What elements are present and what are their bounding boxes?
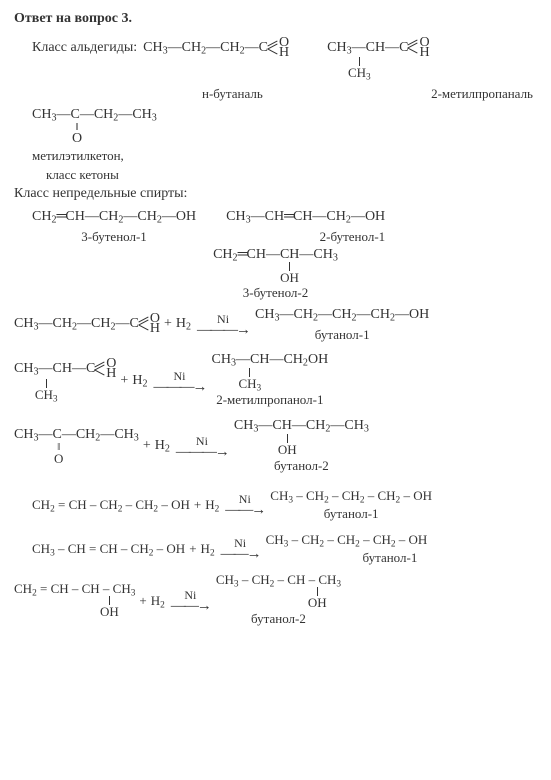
class-unsat-label: Класс непредельные спирты:: [14, 185, 537, 204]
ketone-O: O: [72, 132, 82, 147]
plus-icon: +: [194, 496, 201, 514]
r5-h2: H2: [201, 540, 215, 558]
ketone-name-2: класс кетоны: [46, 166, 537, 184]
butanal-name: н-бутаналь: [202, 85, 263, 103]
r2-left: CH3—CH—C: [14, 362, 95, 377]
r6-OH-left: OH: [100, 605, 119, 619]
r4-name: бутанол-1: [324, 505, 379, 523]
r5-right: CH3 – CH2 – CH2 – CH2 – OH: [266, 531, 428, 549]
mp-ch3: CH3: [348, 66, 371, 80]
reaction-6: CH2 = CH – CH – CH3 OH + H2 Ni——→ CH3 – …: [14, 573, 537, 628]
plus-icon: +: [164, 315, 172, 334]
arrow-icon: Ni——→: [171, 587, 210, 614]
r6-right: CH3 – CH2 – CH – CH3: [216, 573, 341, 587]
r1-right: CH3—CH2—CH2—CH2—OH: [255, 306, 429, 325]
arrow-icon: Ni———→: [154, 368, 206, 395]
arrow-icon: Ni———→: [176, 433, 228, 460]
methylpropanal-name: 2-метилпропаналь: [431, 85, 533, 103]
unsat-row2: CH2═CH—CH—CH3 OH 3-бутенол-2: [14, 248, 537, 300]
r1-left: CH3—CH2—CH2—C: [14, 315, 139, 334]
r1-H: H: [150, 320, 160, 339]
r2-name: 2-метилпропанол-1: [216, 391, 323, 409]
ketone-name-1: метилэтилкетон,: [32, 147, 537, 165]
r3-left: CH3—C—CH2—CH3: [14, 428, 139, 443]
r5-left: CH3 – CH = CH – CH2 – OH: [32, 540, 185, 558]
aldehyde-names: н-бутаналь 2-метилпропаналь: [14, 84, 537, 103]
mp-chain: CH3—CH—C: [327, 41, 408, 56]
r4-h2: H2: [205, 496, 219, 514]
butenol32-name: 3-бутенол-2: [243, 286, 309, 300]
r1-name: бутанол-1: [315, 326, 370, 344]
plus-icon: +: [120, 372, 128, 391]
butanal-H: H: [279, 44, 289, 63]
unsat-row1: CH2═CH—CH2—CH2—OH 3-бутенол-1 CH3—CH═CH—…: [32, 208, 537, 245]
butenol32-oh: OH: [280, 271, 299, 285]
r3-h2: H2: [155, 437, 170, 456]
r3-OH: OH: [278, 443, 297, 457]
r4-right: CH3 – CH2 – CH2 – CH2 – OH: [270, 487, 432, 505]
arrow-icon: Ni——→: [221, 535, 260, 562]
ketone-formula: CH3—C—CH2—CH3: [32, 108, 157, 123]
r2-H: H: [106, 367, 116, 382]
r2-ch3: CH3: [35, 388, 58, 402]
arrow-icon: Ni——→: [225, 491, 264, 518]
reaction-1: CH3—CH2—CH2—C O H + H2 Ni———→ CH3—CH2—CH…: [14, 306, 537, 343]
plus-icon: +: [139, 592, 146, 610]
r2-right: CH3—CH—CH2OH: [212, 353, 329, 368]
r6-OH-right: OH: [308, 596, 327, 610]
reaction-3: CH3—C—CH2—CH3 ‖ O + H2 Ni———→ CH3—CH—CH2…: [14, 419, 537, 475]
plus-icon: +: [189, 540, 196, 558]
r6-h2: H2: [151, 592, 165, 610]
r2-h2: H2: [132, 372, 147, 391]
r6-left: CH2 = CH – CH – CH3: [14, 582, 135, 596]
arrow-icon: Ni———→: [197, 311, 249, 338]
r3-right: CH3—CH—CH2—CH3: [234, 419, 369, 434]
plus-icon: +: [143, 437, 151, 456]
reaction-5: CH3 – CH = CH – CH2 – OH + H2 Ni——→ CH3 …: [14, 531, 537, 567]
aldehydes-row: Класс альдегиды: CH3—CH2—CH2—C O H CH3—C…: [14, 39, 537, 80]
mp-H: H: [419, 46, 429, 61]
r4-left: CH2 = CH – CH2 – CH2 – OH: [32, 496, 190, 514]
butanal-formula: CH3—CH2—CH2—C O H: [143, 39, 289, 59]
r3-O: O: [54, 452, 63, 466]
class-aldehydes-label: Класс альдегиды:: [32, 39, 137, 58]
butenol31-name: 3-бутенол-1: [81, 228, 147, 246]
reaction-2: CH3—CH—C O H CH3 + H2 Ni———→ CH3—CH—CH2O…: [14, 353, 537, 409]
butenol32-formula: CH2═CH—CH—CH3: [213, 248, 338, 263]
butenol21-formula: CH3—CH═CH—CH2—OH: [226, 208, 385, 227]
r2-right-ch3: CH3: [238, 377, 261, 391]
reaction-4: CH2 = CH – CH2 – CH2 – OH + H2 Ni——→ CH3…: [14, 487, 537, 523]
r5-name: бутанол-1: [362, 549, 417, 567]
butenol21-name: 2-бутенол-1: [320, 228, 386, 246]
ketone-block: CH3—C—CH2—CH3 ‖ O метилэтилкетон, класс …: [32, 108, 537, 183]
answer-title: Ответ на вопрос 3.: [14, 10, 537, 29]
butanal-chain: CH3—CH2—CH2—C: [143, 39, 268, 58]
butenol31-formula: CH2═CH—CH2—CH2—OH: [32, 208, 196, 227]
r6-name: бутанол-2: [251, 610, 306, 628]
r3-name: бутанол-2: [274, 457, 329, 475]
methylpropanal-formula: CH3—CH—C O H CH3: [327, 39, 429, 80]
r1-h2: H2: [176, 315, 191, 334]
